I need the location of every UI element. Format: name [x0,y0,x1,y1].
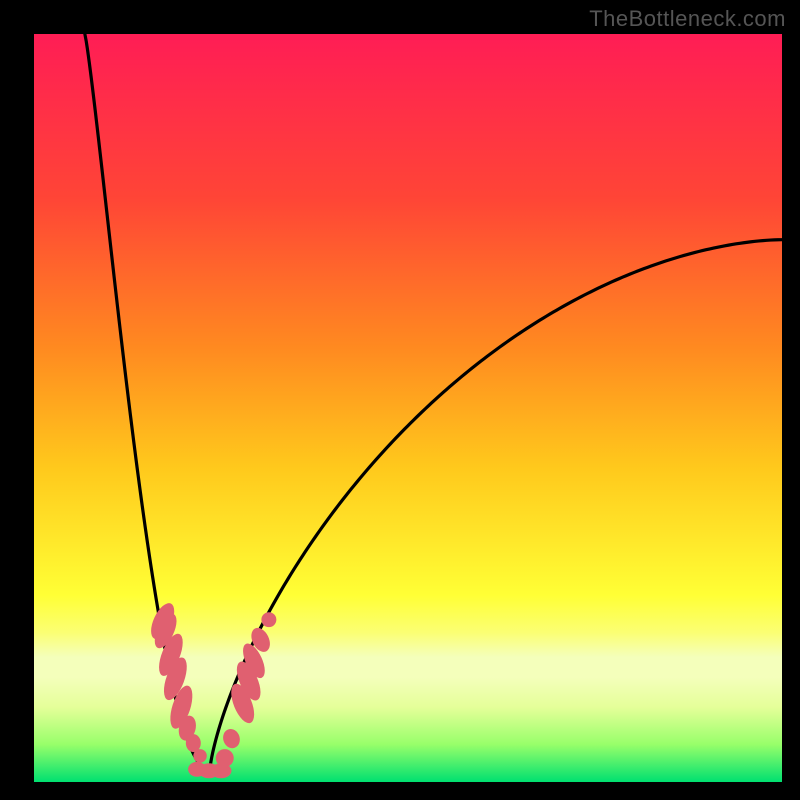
plot-background [34,34,782,782]
data-point [216,749,234,767]
bottleneck-curve-chart [0,0,800,800]
data-point [193,749,206,762]
chart-container: TheBottleneck.com [0,0,800,800]
data-point [261,612,276,627]
